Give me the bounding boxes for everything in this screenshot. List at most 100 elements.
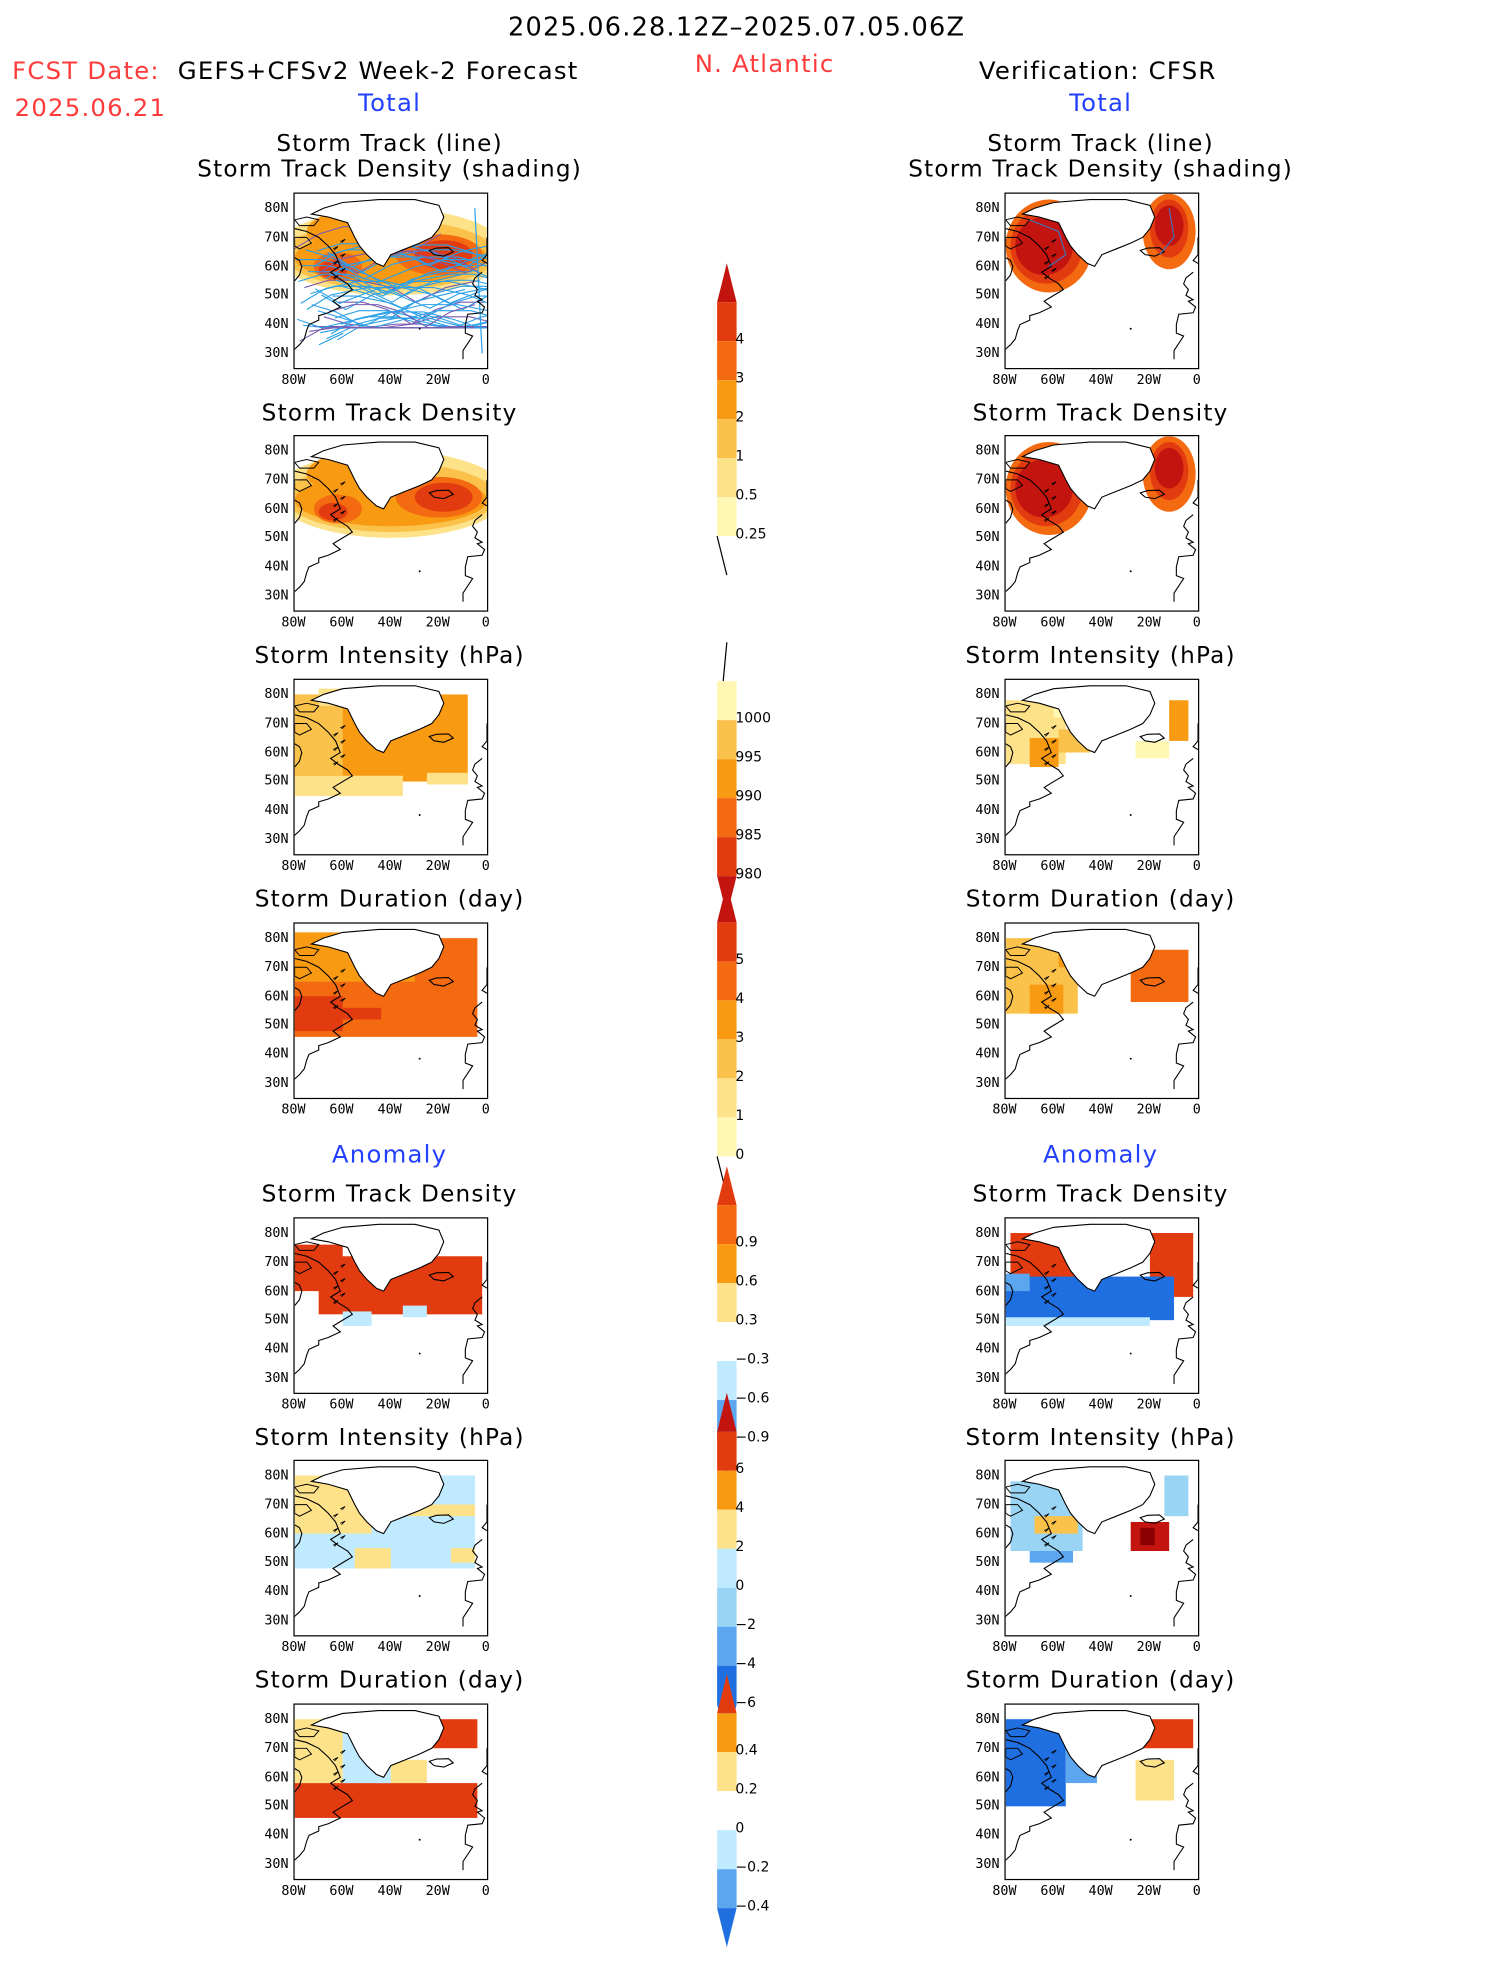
- lon-tick-label: 60W: [1040, 1638, 1065, 1655]
- lon-tick-label: 80W: [281, 1396, 306, 1413]
- lon-tick-label: 20W: [1136, 857, 1161, 874]
- colorbar-track-density: [716, 263, 738, 592]
- colorbar-level-label: 3: [735, 1028, 745, 1046]
- lon-tick-label: 80W: [992, 1101, 1017, 1118]
- lat-tick-label: 60N: [975, 987, 1000, 1004]
- colorbar-level-label: −0.6: [735, 1389, 770, 1407]
- colorbar-level-label: 3: [735, 369, 745, 387]
- lon-tick-label: 80W: [281, 371, 306, 388]
- lat-tick-label: 70N: [264, 228, 289, 245]
- lat-tick-label: 50N: [975, 1554, 1000, 1570]
- colorbar-level-label: 1: [735, 447, 745, 465]
- lon-tick-label: 0: [481, 614, 490, 630]
- lat-tick-label: 60N: [264, 1282, 289, 1299]
- lat-tick-label: 40N: [975, 802, 1000, 818]
- panel-left-intensity: [293, 678, 489, 856]
- lon-tick-label: 0: [1192, 371, 1201, 388]
- lat-tick-label: 80N: [264, 199, 289, 216]
- lat-tick-label: 50N: [975, 773, 1000, 789]
- colorbar-level-label: −0.4: [735, 1897, 770, 1915]
- lat-tick-label: 70N: [264, 1253, 289, 1270]
- lon-tick-label: 0: [1192, 1101, 1201, 1118]
- colorbar-level-label: 2: [735, 408, 745, 426]
- lon-tick-label: 60W: [1040, 1396, 1065, 1413]
- lat-tick-label: 60N: [264, 1525, 289, 1541]
- colorbar-level-label: −0.9: [735, 1428, 770, 1446]
- lon-tick-label: 80W: [992, 1396, 1017, 1413]
- lon-tick-label: 40W: [1088, 1638, 1113, 1655]
- lon-tick-label: 40W: [377, 1882, 402, 1899]
- title-anom-density-right: Storm Track Density: [972, 1180, 1229, 1208]
- lat-tick-label: 40N: [975, 558, 1000, 575]
- lat-tick-label: 70N: [264, 958, 289, 975]
- lat-tick-label: 40N: [975, 315, 1000, 332]
- title-track-line-right: Storm Track (line): [987, 130, 1214, 158]
- lat-tick-label: 70N: [975, 714, 1000, 731]
- colorbar-level-label: −4: [735, 1654, 757, 1672]
- lat-tick-label: 80N: [975, 1710, 1000, 1727]
- colorbar-level-label: 6: [735, 1459, 745, 1477]
- colorbar-level-label: 990: [735, 787, 763, 805]
- panel-left-anomaly-track-density: [293, 1217, 489, 1394]
- colorbar-anom-duration: [716, 1674, 738, 1964]
- lon-tick-label: 0: [1192, 857, 1201, 874]
- lon-tick-label: 20W: [1136, 1396, 1161, 1413]
- title-density-right: Storm Track Density: [972, 399, 1229, 427]
- panel-right-track-density: [1004, 435, 1200, 612]
- lon-tick-label: 60W: [1040, 1101, 1065, 1118]
- panel-right-anomaly-track-density: [1004, 1217, 1200, 1394]
- colorbar-level-label: −2: [735, 1615, 757, 1633]
- lat-tick-label: 30N: [264, 831, 289, 847]
- lon-tick-label: 60W: [329, 857, 354, 874]
- lat-tick-label: 40N: [264, 1826, 289, 1843]
- lat-tick-label: 40N: [264, 315, 289, 332]
- colorbar-level-label: 0.2: [735, 1780, 758, 1798]
- colorbar-level-label: 0.9: [735, 1233, 758, 1251]
- lon-tick-label: 60W: [329, 1396, 354, 1413]
- title-anom-intensity-left: Storm Intensity (hPa): [254, 1424, 525, 1452]
- lat-tick-label: 80N: [975, 442, 1000, 459]
- lat-tick-label: 30N: [975, 1074, 1000, 1091]
- lon-tick-label: 80W: [992, 614, 1017, 630]
- title-duration-left: Storm Duration (day): [254, 885, 525, 913]
- lon-tick-label: 0: [481, 857, 490, 874]
- lat-tick-label: 30N: [975, 344, 1000, 361]
- lon-tick-label: 0: [481, 1882, 490, 1899]
- lat-tick-label: 30N: [264, 1369, 289, 1386]
- lat-tick-label: 30N: [975, 1612, 1000, 1629]
- lat-tick-label: 70N: [975, 958, 1000, 975]
- panel-right-intensity: [1004, 678, 1200, 856]
- lat-tick-label: 40N: [975, 1340, 1000, 1357]
- lon-tick-label: 20W: [425, 1638, 450, 1655]
- lat-tick-label: 70N: [975, 471, 1000, 488]
- lon-tick-label: 20W: [425, 1396, 450, 1413]
- lat-tick-label: 50N: [264, 286, 289, 303]
- lat-tick-label: 50N: [975, 1311, 1000, 1328]
- lat-tick-label: 40N: [264, 558, 289, 575]
- lat-tick-label: 70N: [264, 1496, 289, 1512]
- anomaly-label-left: Anomaly: [331, 1139, 448, 1169]
- lon-tick-label: 0: [481, 1396, 490, 1413]
- lat-tick-label: 30N: [975, 587, 1000, 604]
- colorbar-level-label: 0: [735, 1819, 745, 1837]
- colorbar-level-label: 0.4: [735, 1741, 758, 1759]
- panel-left-track-density-shading: [293, 192, 489, 370]
- lat-tick-label: 50N: [264, 1016, 289, 1033]
- lat-tick-label: 30N: [264, 344, 289, 361]
- colorbar-level-label: 2: [735, 1067, 745, 1085]
- title-anom-duration-left: Storm Duration (day): [254, 1666, 525, 1694]
- lon-tick-label: 0: [1192, 1882, 1201, 1899]
- lon-tick-label: 20W: [425, 1882, 450, 1899]
- lon-tick-label: 80W: [281, 1882, 306, 1899]
- colorbar-level-label: 985: [735, 826, 763, 844]
- lon-tick-label: 0: [1192, 1638, 1201, 1655]
- colorbar-level-label: 995: [735, 748, 763, 766]
- colorbar-level-label: 0.6: [735, 1272, 758, 1290]
- panel-left-duration: [293, 922, 489, 1100]
- colorbar-level-label: 4: [735, 330, 745, 348]
- title-anom-intensity-right: Storm Intensity (hPa): [965, 1424, 1236, 1452]
- lat-tick-label: 50N: [264, 1554, 289, 1570]
- lon-tick-label: 40W: [1088, 371, 1113, 388]
- lat-tick-label: 80N: [264, 442, 289, 459]
- lat-tick-label: 80N: [975, 685, 1000, 702]
